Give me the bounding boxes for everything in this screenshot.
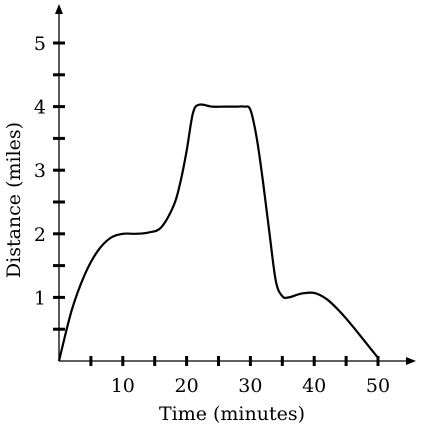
axes <box>55 4 416 365</box>
x-tick-label: 20 <box>175 375 199 397</box>
y-tick-label: 1 <box>34 287 46 309</box>
ticks <box>53 41 380 366</box>
y-tick-label: 2 <box>34 224 46 246</box>
y-axis-title: Distance (miles) <box>3 122 25 278</box>
y-tick-label: 3 <box>34 160 46 182</box>
x-tick-label: 10 <box>111 375 135 397</box>
y-tick-label: 5 <box>34 33 46 55</box>
y-tick-label: 4 <box>34 97 46 119</box>
distance-curve <box>57 103 379 362</box>
x-tick-label: 40 <box>302 375 326 397</box>
series-group <box>57 103 379 362</box>
tick-labels: 10 20 30 40 50 1 2 3 4 5 <box>34 33 390 397</box>
x-tick-label: 30 <box>238 375 262 397</box>
x-axis-title: Time (minutes) <box>159 403 305 425</box>
x-tick-label: 50 <box>366 375 390 397</box>
